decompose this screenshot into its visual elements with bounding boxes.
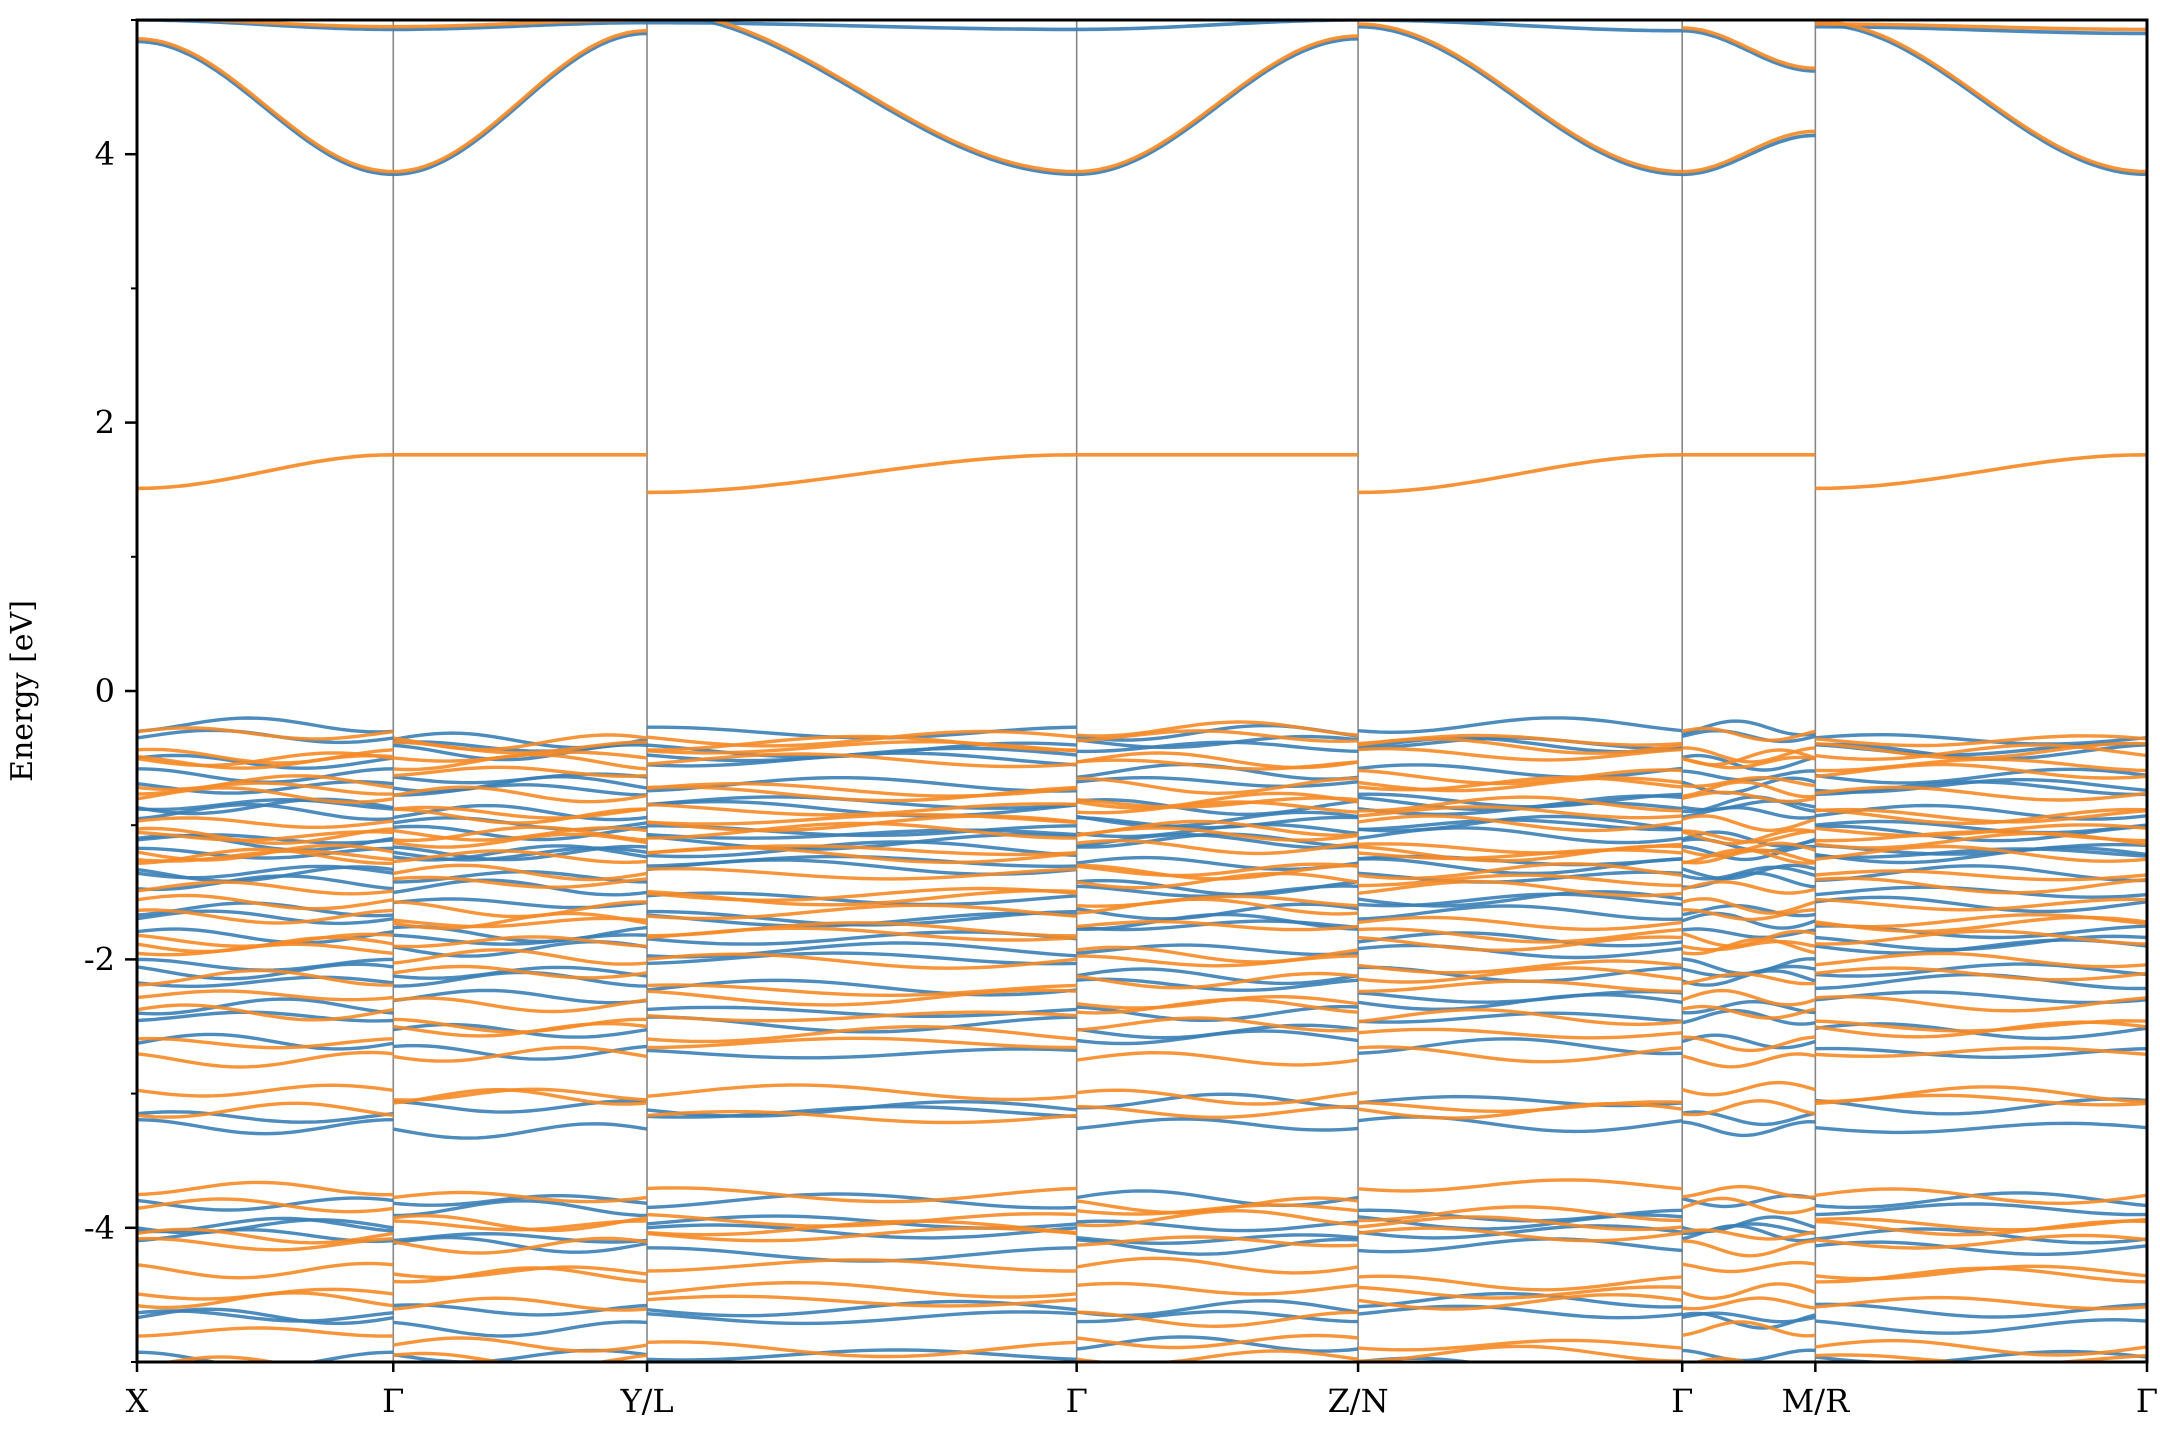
valence-band-up-line [137, 912, 2147, 952]
x-axis: X Γ Y/L Γ Z/N Γ M/R Γ [126, 1362, 2158, 1420]
valence-band-down-line [137, 762, 2147, 798]
band-up-line [1682, 28, 1816, 73]
valence-band-down-line [137, 871, 2147, 907]
x-tick-label: Γ [1066, 1382, 1088, 1420]
band-up-line [1076, 37, 1359, 177]
x-tick-label: Γ [2136, 1382, 2158, 1420]
valence-band-down-line [137, 786, 2147, 824]
band-up-line [393, 20, 647, 32]
y-axis-label: Energy [eV] [5, 600, 40, 782]
valence-band-up-line [137, 1029, 2147, 1061]
band-up-line [1682, 133, 1816, 177]
x-tick-label: M/R [1782, 1382, 1851, 1420]
band-down-line [137, 20, 394, 29]
valence-band-down-line [137, 720, 2147, 760]
valence-band-down-line [137, 748, 2147, 786]
band-down-line [706, 20, 1077, 174]
band-down-line [137, 453, 394, 491]
valence-band-down-line [137, 1266, 2147, 1301]
valence-band-up-line [137, 1105, 2147, 1140]
valence-band-up-line [137, 1199, 2147, 1235]
valence-band-up-line [137, 1291, 2147, 1326]
valence-band-down-line [137, 821, 2147, 855]
band-up-line [1358, 24, 1683, 177]
high-symmetry-lines [392, 20, 1817, 1362]
y-tick-label: 0 [95, 672, 115, 710]
band-down-line [1815, 453, 2147, 491]
valence-band-up-line [137, 1335, 2147, 1362]
valence-band-down-line [137, 897, 2147, 934]
x-tick-label: Y/L [619, 1382, 673, 1420]
valence-band-down-line [137, 775, 2147, 809]
band-down-line [1682, 129, 1816, 174]
valence-band-down-line [137, 1036, 2147, 1069]
band-lines [137, 20, 2147, 1362]
valence-band-down-line [137, 1016, 2147, 1053]
band-up-line [393, 31, 648, 177]
valence-band-down-line [137, 1088, 2147, 1125]
band-down-line [137, 37, 394, 174]
valence-band-down-line [137, 937, 2147, 975]
y-tick-label: -2 [84, 940, 115, 978]
band-down-line [393, 28, 648, 174]
valence-band-down-line [137, 1320, 2147, 1359]
valence-band-down-line [137, 879, 2147, 919]
valence-band-down-line [137, 964, 2147, 998]
band-up-line [647, 20, 1077, 32]
valence-band-down-line [137, 1219, 2147, 1258]
band-up-line [137, 39, 394, 177]
x-tick-label: Γ [1671, 1382, 1693, 1420]
band-down-line [1358, 453, 1683, 495]
y-tick-label: 4 [95, 135, 115, 173]
valence-band-up-line [137, 1299, 2147, 1338]
valence-band-down-line [137, 729, 2147, 765]
x-tick-label: Z/N [1328, 1382, 1389, 1420]
band-down-line [1358, 22, 1683, 174]
valence-band-down-line [137, 847, 2147, 882]
band-up-line [1815, 22, 2147, 177]
band-down-line [1815, 20, 2147, 174]
y-axis: 4 2 0 -2 -4 [84, 19, 137, 1363]
valence-band-up-line [137, 988, 2147, 1022]
band-down-line [1815, 22, 2147, 32]
valence-band-down-line [137, 1208, 2147, 1245]
band-down-line [1076, 34, 1359, 174]
band-up-line [1815, 24, 2147, 36]
band-up-line [694, 20, 1077, 177]
band-up-line [1358, 20, 1683, 33]
y-tick-label: 2 [95, 404, 115, 442]
x-tick-label: X [126, 1382, 149, 1420]
plot-frame [135, 18, 2149, 1364]
y-tick-label: -4 [84, 1209, 115, 1247]
valence-band-up-line [137, 833, 2147, 867]
valence-band-down-line [137, 1256, 2147, 1292]
band-down-line [646, 453, 1077, 495]
x-tick-label: Γ [382, 1382, 404, 1420]
valence-band-down-line [137, 1291, 2147, 1329]
band-down-line [1682, 26, 1816, 71]
